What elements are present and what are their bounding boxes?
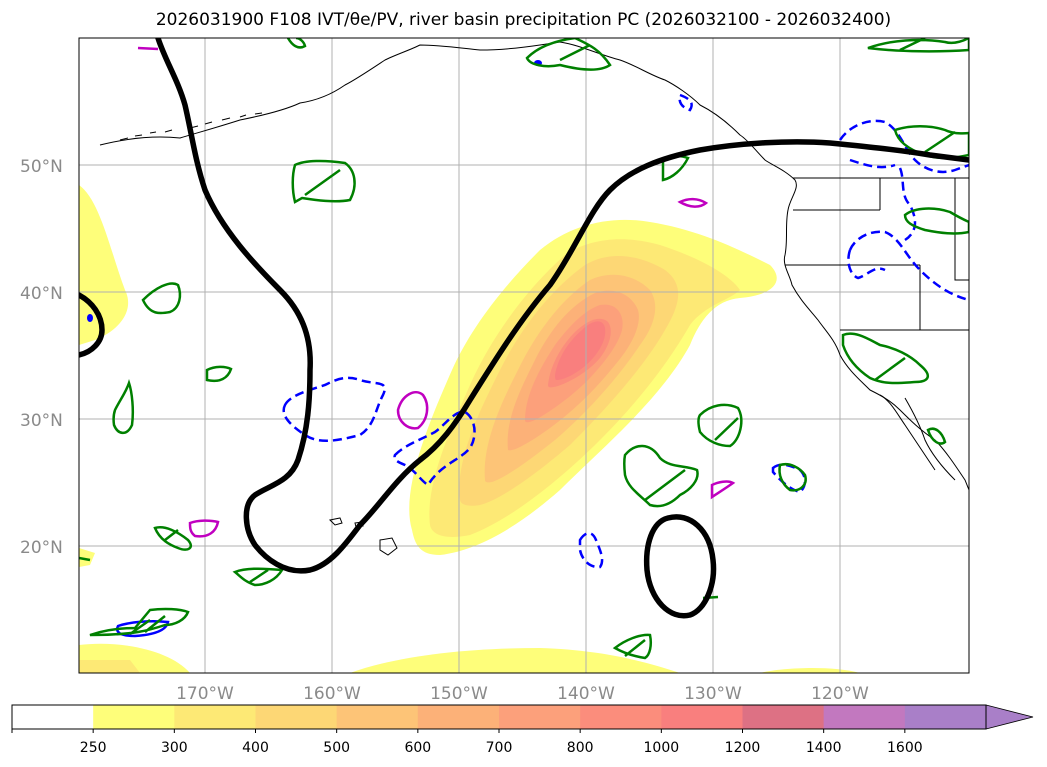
pv-contour-main: [155, 38, 969, 574]
colorbar-swatch: [255, 705, 338, 729]
green-contour-2: [141, 282, 182, 315]
colorbar-swatch: [499, 705, 581, 729]
colorbar-level-label: 500: [323, 740, 350, 756]
lat-label-30: 30°N: [20, 411, 63, 431]
lon-label-160: 160°W: [303, 684, 361, 704]
magenta-contour-1: [396, 391, 429, 430]
blue-contour-central-1: [282, 376, 386, 442]
colorbar-level-label: 1400: [806, 740, 842, 756]
pv-contour-loop: [643, 514, 717, 619]
colorbar-level-label: 700: [486, 740, 513, 756]
green-contours: [79, 38, 969, 660]
map-frame: [78, 37, 970, 674]
alaska-coast: [99, 41, 969, 491]
lon-label-170: 170°W: [176, 684, 234, 704]
ivt-shade-inner-sw: [79, 660, 140, 673]
ivt-shade-1000: [555, 321, 606, 380]
green-contour-18: [867, 38, 969, 53]
green-contour-7: [89, 607, 190, 637]
lon-axis-labels: 170°W 160°W 150°W 140°W 130°W 120°W: [176, 684, 869, 704]
ivt-filled-contours: [79, 185, 860, 673]
map-title: 2026031900 F108 IVT/θe/PV, river basin p…: [155, 10, 892, 30]
ivt-shade-far-west-south: [79, 548, 95, 567]
green-contour-1: [291, 159, 356, 204]
blue-contour-washington: [848, 230, 969, 302]
magenta-contour-5: [137, 46, 159, 51]
colorbar-level-label: 1600: [887, 740, 923, 756]
green-contour-13: [612, 633, 653, 660]
colorbar-swatch: [12, 705, 94, 729]
lon-label-120: 120°W: [811, 684, 869, 704]
green-contour-17: [926, 427, 947, 445]
colorbar-swatch: [904, 705, 987, 729]
colorbar-swatch: [742, 705, 825, 729]
colorbar-level-label: 300: [161, 740, 188, 756]
colorbar: 250 300 400 500 600 700 800 1000 1200 1400 1600: [11, 704, 1034, 756]
lon-label-130: 130°W: [684, 684, 742, 704]
colorbar-level-label: 1000: [644, 740, 680, 756]
lat-label-50: 50°N: [20, 157, 63, 177]
colorbar-level-label: 400: [242, 740, 269, 756]
state-borders: [785, 178, 969, 331]
colorbar-swatch: [93, 705, 175, 729]
green-contour-4: [112, 379, 135, 435]
colorbar-swatch: [661, 705, 743, 729]
colorbar-level-label: 1200: [725, 740, 761, 756]
colorbar-swatch: [417, 705, 500, 729]
colorbar-swatch: [174, 705, 256, 729]
blue-contour-washington-2: [847, 249, 886, 280]
green-contour-11: [623, 444, 699, 508]
magenta-contour-4: [710, 480, 736, 500]
green-contour-10: [697, 403, 743, 448]
colorbar-level-label: 800: [567, 740, 594, 756]
lat-axis-labels: 50°N 40°N 30°N 20°N: [20, 157, 63, 558]
colorbar-swatches: [12, 705, 987, 729]
green-contour-14: [841, 332, 929, 385]
magenta-contour-2: [188, 519, 220, 538]
magenta-contours: [137, 46, 736, 538]
baja-coast: [879, 394, 956, 481]
blue-contour-northeast: [838, 119, 969, 174]
blue-marker-west: [87, 314, 93, 322]
blue-contour-south: [578, 532, 604, 569]
ivt-shade-south-band-2: [350, 648, 680, 673]
aleutian-islands: [119, 112, 263, 141]
pv-contours: [79, 38, 969, 619]
colorbar-swatch: [823, 705, 906, 729]
lon-label-150: 150°W: [430, 684, 488, 704]
pv-contour-west: [79, 292, 105, 358]
colorbar-level-label: 600: [404, 740, 431, 756]
colorbar-extend-arrow: [985, 704, 1034, 730]
magenta-contour-3: [677, 197, 709, 208]
colorbar-swatch: [580, 705, 662, 729]
lat-label-40: 40°N: [20, 284, 63, 304]
colorbar-swatch: [336, 705, 419, 729]
green-contour-3: [205, 365, 233, 383]
green-contour-20: [79, 556, 91, 562]
green-contour-8: [525, 38, 612, 71]
lat-label-20: 20°N: [20, 538, 63, 558]
colorbar-level-label: 250: [80, 740, 107, 756]
coastlines: [99, 41, 969, 556]
blue-contour-central-2: [393, 410, 476, 487]
ivt-shade-south-band-3: [760, 668, 860, 673]
blue-contour-mainland-edge: [898, 167, 917, 242]
lon-label-140: 140°W: [557, 684, 615, 704]
green-contour-12: [778, 463, 807, 492]
green-contour-16: [903, 207, 969, 235]
green-contour-5: [153, 526, 193, 551]
blue-contour-alaska: [678, 93, 693, 112]
green-contour-19: [286, 38, 307, 49]
colorbar-labels: 250 300 400 500 600 700 800 1000 1200 1400 1600: [11, 729, 923, 756]
green-contour-6: [232, 567, 285, 587]
